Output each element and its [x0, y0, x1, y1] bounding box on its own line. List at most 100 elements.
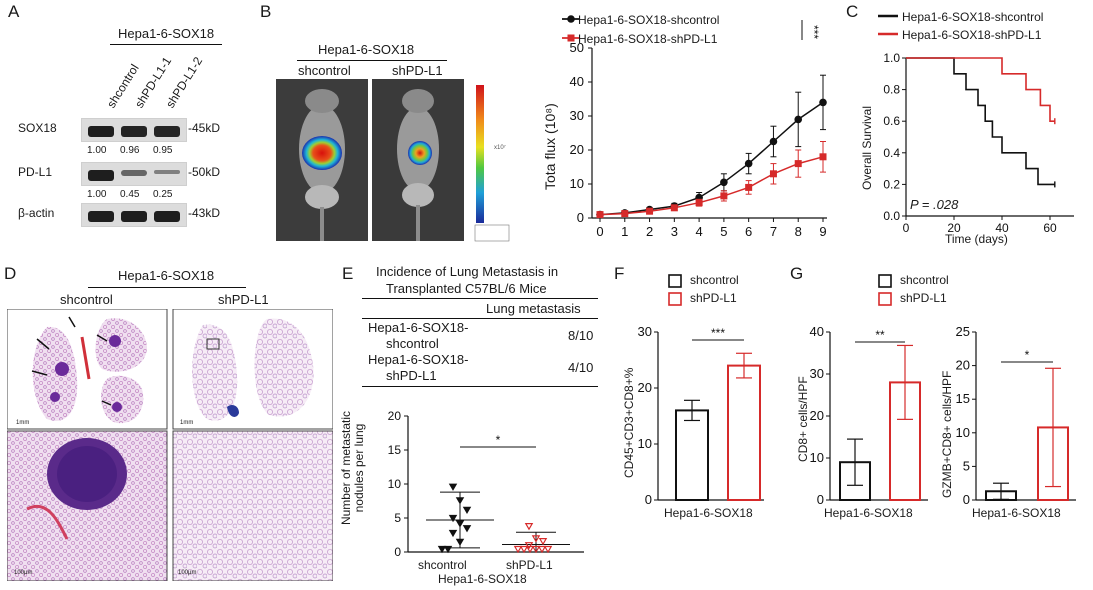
table-row-label: Hepa1-6-SOX18- — [368, 320, 469, 335]
table-rule — [362, 318, 598, 319]
x-tick-label: 7 — [770, 224, 777, 239]
data-point — [462, 506, 472, 515]
significance-marker: ** — [875, 328, 885, 342]
bioluminescence-image — [276, 79, 510, 242]
y-axis-label: Overall Survival — [860, 105, 874, 190]
x-tick-label: 4 — [695, 224, 702, 239]
blot-strip — [81, 203, 187, 227]
table-cell: 4/10 — [568, 360, 594, 375]
blot-quant-value: 0.25 — [153, 189, 173, 200]
data-point — [455, 497, 465, 505]
y-tick-label: 30 — [570, 108, 584, 123]
data-point — [670, 204, 678, 212]
blot-strip — [81, 118, 187, 142]
data-point — [448, 483, 458, 491]
significance-marker: * — [1025, 348, 1030, 362]
x-axis-label: Time (days) — [945, 232, 1008, 246]
x-tick-label: 20 — [947, 221, 961, 235]
panel-c-letter: C — [846, 2, 859, 21]
y-tick-label: 20 — [638, 380, 652, 395]
metastasis-dot-plot: 0 5 10 15 20 * — [388, 409, 584, 559]
x-axis-label: Hepa1-6-SOX18 — [664, 506, 753, 520]
y-tick-label: 40 — [810, 324, 824, 339]
x-tick-label: shPD-L1 — [506, 558, 553, 572]
blot-quant-value: 1.00 — [87, 189, 107, 200]
y-tick-label: 10 — [810, 450, 824, 465]
x-tick-label: 40 — [995, 221, 1009, 235]
y-tick-label: 0 — [645, 492, 652, 507]
blot-quant-value: 1.00 — [87, 145, 107, 156]
legend-swatches — [668, 274, 682, 306]
histology-group-line — [88, 287, 246, 288]
data-point — [455, 520, 465, 528]
data-point — [462, 525, 472, 533]
blot-band — [121, 170, 147, 177]
y-tick-label: 10 — [388, 477, 402, 491]
data-point — [794, 160, 802, 168]
table-row-label: Hepa1-6-SOX18- — [368, 352, 469, 367]
lung-magnified-shpdl1 — [172, 430, 333, 581]
panel-e-letter: E — [342, 264, 354, 283]
x-tick-label: 9 — [819, 224, 826, 239]
cd8-cells-bar-chart: 0 10 20 30 40 ** — [810, 324, 928, 507]
table-cell: 8/10 — [568, 328, 594, 343]
y-tick-label: 20 — [570, 142, 584, 157]
survival-curve — [906, 57, 1055, 186]
table-row-label: shcontrol — [386, 336, 439, 351]
blot-strip — [81, 162, 187, 186]
legend-label: Hepa1-6-SOX18-shPD-L1 — [902, 28, 1042, 42]
x-tick-label: 0 — [903, 221, 910, 235]
blot-size-label: -45kD — [188, 121, 221, 135]
blot-band — [88, 211, 114, 222]
table-rule — [362, 298, 598, 299]
y-tick-label: 20 — [388, 409, 402, 423]
survival-chart: 0.0 0.2 0.4 0.6 0.8 1.0 0 20 40 60 — [878, 14, 1074, 235]
legend-swatches — [878, 274, 892, 306]
x-tick-label: 5 — [720, 224, 727, 239]
x-tick-label: shcontrol — [418, 558, 467, 572]
data-point — [543, 545, 553, 554]
y-tick-label: 15 — [388, 443, 402, 457]
y-tick-label: 5 — [963, 458, 970, 473]
data-point — [437, 545, 447, 554]
data-point — [519, 545, 529, 554]
y-tick-label: 10 — [638, 436, 652, 451]
panel-g-letter: G — [790, 264, 804, 283]
y-tick-label: 40 — [570, 74, 584, 89]
legend-marker — [567, 15, 575, 23]
colorbar-unit: x10⁷ — [494, 145, 506, 151]
data-point — [524, 523, 534, 531]
data-point — [596, 211, 604, 219]
y-tick-label: 0 — [963, 492, 970, 507]
y-axis-label: GZMB+CD8+ cells/HPF — [940, 370, 954, 498]
table-title: Incidence of Lung Metastasis in — [376, 264, 559, 279]
y-axis-label: CD45+CD3+CD8+% — [622, 367, 636, 478]
y-tick-label: 0.8 — [883, 83, 900, 97]
data-point — [443, 545, 453, 554]
data-point — [448, 529, 458, 538]
panel-f-letter: F — [614, 264, 625, 283]
blot-group-label: Hepa1-6-SOX18 — [118, 26, 215, 41]
y-tick-label: 0.2 — [883, 177, 900, 191]
y-tick-label: 20 — [810, 408, 824, 423]
y-tick-label: 10 — [956, 425, 970, 440]
imaging-group-line — [297, 60, 447, 61]
cd8-percent-bar-chart: 0 10 20 30 *** — [638, 324, 764, 507]
data-point — [819, 153, 827, 161]
legend-label: shPD-L1 — [900, 291, 947, 305]
y-tick-label: 0 — [577, 210, 584, 225]
y-tick-label: 0 — [817, 492, 824, 507]
x-axis-label: Hepa1-6-SOX18 — [824, 506, 913, 520]
x-axis-label: Hepa1-6-SOX18 — [438, 572, 527, 586]
scale-bar-label: 1mm — [16, 420, 30, 426]
panel-b-letter: B — [260, 2, 272, 21]
scale-bar-label: 100µm — [14, 570, 33, 576]
colorbar — [476, 85, 484, 223]
histology-group-label: Hepa1-6-SOX18 — [118, 268, 215, 283]
imaging-label-shpdl1: shPD-L1 — [392, 63, 443, 78]
data-point — [538, 538, 548, 546]
blot-band — [121, 211, 147, 222]
gzmb-cd8-bar-chart: 0 5 10 15 20 25 * — [956, 324, 1076, 507]
significance-marker: *** — [807, 25, 821, 39]
x-tick-label: 60 — [1043, 221, 1057, 235]
